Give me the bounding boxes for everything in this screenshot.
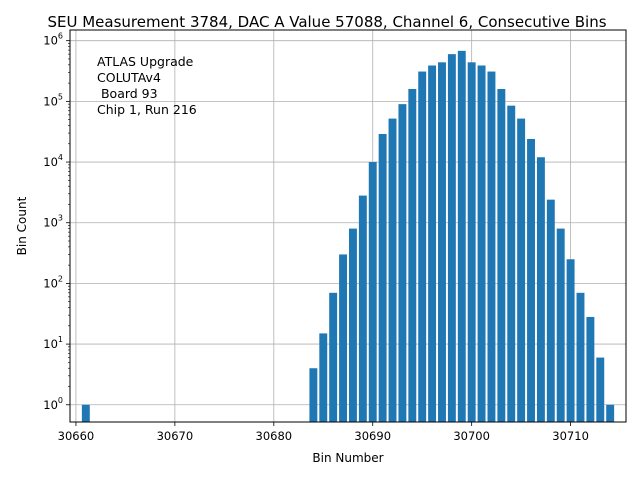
bar	[81, 404, 90, 422]
bar	[536, 157, 545, 423]
y-axis: 100 101 102 103 104 105 106	[43, 32, 70, 412]
bar	[467, 62, 476, 422]
x-tick-label: 30660	[58, 429, 95, 443]
y-tick-label: 105	[43, 92, 63, 108]
x-tick-label: 30690	[354, 429, 391, 443]
bar	[487, 71, 496, 422]
x-tick-label: 30700	[453, 429, 490, 443]
annotation-line: COLUTAv4	[97, 70, 161, 85]
bar	[309, 368, 318, 422]
x-tick-label: 30710	[552, 429, 589, 443]
bar	[606, 404, 615, 422]
plot-frame	[69, 29, 627, 423]
bar	[576, 292, 585, 422]
x-tick-label: 30670	[157, 429, 194, 443]
x-tick-label: 30680	[256, 429, 293, 443]
annotation-line: Board 93	[97, 86, 158, 101]
bar	[497, 88, 506, 423]
bar	[447, 54, 456, 422]
y-tick-label: 103	[43, 214, 63, 230]
y-axis-label: Bin Count	[15, 196, 29, 255]
annotation: ATLAS Upgrade COLUTAv4 Board 93 Chip 1, …	[97, 54, 197, 117]
annotation-line: ATLAS Upgrade	[97, 54, 194, 69]
annotation-line: Chip 1, Run 216	[97, 102, 197, 117]
bar	[546, 199, 555, 422]
chart-title: SEU Measurement 3784, DAC A Value 57088,…	[47, 13, 606, 31]
bar	[348, 228, 357, 422]
bar	[358, 195, 367, 422]
bar	[428, 65, 437, 423]
bar	[517, 118, 526, 422]
bar	[477, 65, 486, 423]
bar	[408, 88, 417, 423]
bar	[527, 138, 535, 422]
bar	[596, 357, 605, 422]
bar	[507, 105, 516, 422]
bar	[388, 118, 397, 422]
y-tick-label: 102	[43, 274, 63, 290]
bar	[319, 333, 328, 422]
y-tick-label: 101	[43, 335, 63, 351]
bar	[438, 62, 446, 422]
bar	[586, 316, 595, 422]
bar	[378, 133, 387, 422]
bar	[457, 50, 466, 423]
y-tick-label: 104	[43, 153, 63, 169]
bar	[329, 292, 338, 422]
bar	[566, 259, 575, 422]
x-axis-label: Bin Number	[312, 451, 383, 465]
bar	[368, 162, 377, 423]
x-axis: 30660 30670 30680 30690 30700 30710	[58, 422, 589, 443]
y-tick-label: 106	[43, 32, 63, 48]
y-tick-label: 100	[43, 396, 63, 412]
bars	[81, 50, 615, 423]
bar	[556, 228, 565, 422]
bar	[398, 104, 407, 422]
bar	[339, 254, 348, 422]
bar	[418, 71, 427, 422]
